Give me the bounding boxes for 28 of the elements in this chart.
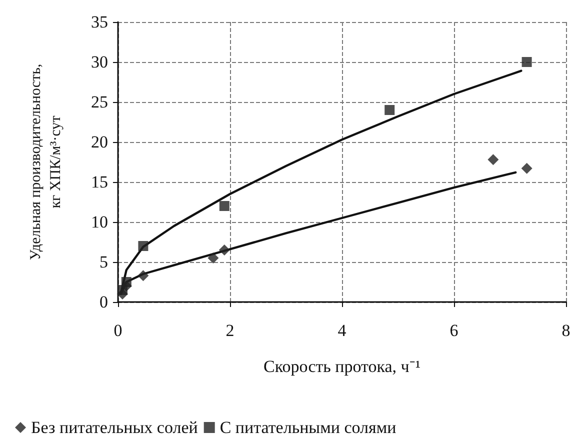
point bbox=[120, 280, 132, 292]
x-tick-label: 0 bbox=[114, 321, 122, 340]
point bbox=[488, 154, 499, 166]
point bbox=[521, 162, 532, 174]
x-tick-label: 8 bbox=[562, 321, 570, 340]
y-tick-label: 10 bbox=[91, 212, 108, 232]
y-tick-label: 30 bbox=[91, 52, 108, 72]
y-tick-label: 20 bbox=[91, 132, 108, 152]
x-axis-title: Скорость протока, ч⁻¹ bbox=[264, 357, 420, 376]
point bbox=[522, 57, 532, 67]
x-tick-label: 2 bbox=[226, 321, 234, 340]
y-tick-label: 15 bbox=[91, 172, 108, 192]
y-tick-label: 5 bbox=[100, 252, 108, 272]
x-tick-label: 4 bbox=[338, 321, 347, 340]
point bbox=[218, 244, 230, 256]
legend-label: Без питательных солей bbox=[31, 418, 198, 437]
y-axis-title: Удельная производительность, кг ХПК/м³·сут bbox=[28, 64, 64, 260]
point bbox=[208, 252, 219, 264]
point bbox=[219, 201, 230, 211]
point bbox=[138, 241, 148, 251]
legend-label: С питательными солями bbox=[220, 418, 396, 437]
x-tick-label: 6 bbox=[450, 321, 458, 340]
y-tick-label: 25 bbox=[91, 92, 108, 112]
y-tick-label: 0 bbox=[100, 292, 108, 312]
y-tick-label: 35 bbox=[91, 12, 108, 32]
point bbox=[138, 270, 149, 282]
point bbox=[384, 105, 395, 115]
point bbox=[116, 288, 128, 300]
